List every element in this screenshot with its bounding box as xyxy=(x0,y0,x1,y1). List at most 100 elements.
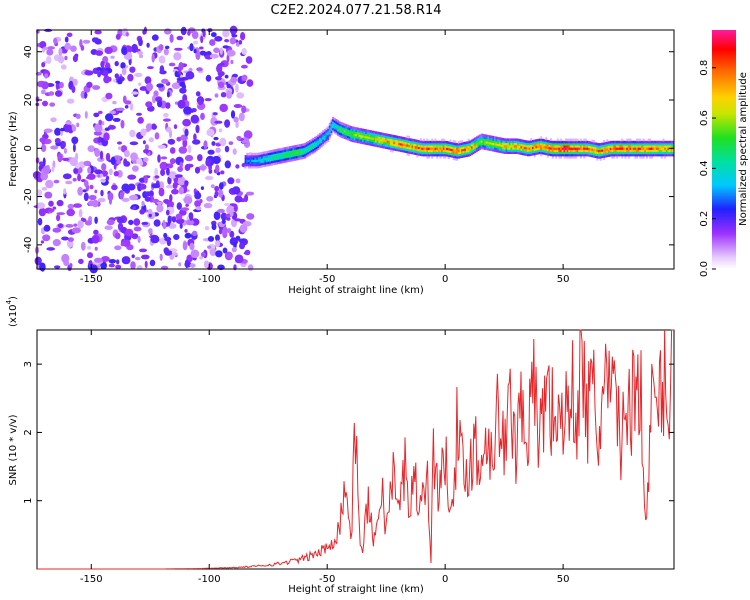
spectrogram-noise-cell xyxy=(64,55,68,61)
spectrogram-ridge-cell xyxy=(632,153,635,157)
spectrogram-ridge-cell xyxy=(525,151,528,154)
spectrogram-ridge-cell xyxy=(560,156,562,159)
spectrogram-noise-cell xyxy=(77,186,84,196)
spectrogram-noise-cell xyxy=(127,73,134,82)
spectrogram-ridge-cell xyxy=(645,147,648,150)
spectrogram-ridge-cell xyxy=(335,123,338,126)
spectrogram-ridge-cell xyxy=(441,138,444,142)
spectrogram-ridge-cell xyxy=(505,151,508,154)
spectrogram-ridge-cell xyxy=(482,142,485,146)
spectrogram-ridge-cell xyxy=(624,151,627,155)
spectrogram-ridge-cell xyxy=(292,156,295,159)
spectrogram-ridge-cell xyxy=(363,137,366,141)
spectrogram-ridge-cell xyxy=(441,140,444,144)
spectrogram-noise-cell xyxy=(120,242,126,247)
colorbar-ticks: 0.00.20.40.60.8 xyxy=(699,60,716,277)
spectrogram-ridge-cell xyxy=(589,150,592,153)
spectrogram-ridge-cell xyxy=(543,141,546,144)
spectrogram-ridge-cell xyxy=(317,138,320,142)
spectrogram-noise-cell xyxy=(87,145,95,153)
spectrogram-ridge-cell xyxy=(266,161,269,165)
spectrogram-ridge-cell xyxy=(361,137,364,140)
x-tick-label: -50 xyxy=(319,574,335,585)
spectrogram-ridge-cell xyxy=(252,157,255,160)
spectrogram-ridge-cell xyxy=(565,147,567,150)
spectrogram-noise-cell xyxy=(159,65,165,74)
spectrogram-ridge-cell xyxy=(375,133,378,136)
spectrogram-ridge-cell xyxy=(563,142,566,146)
spectrogram-ridge-cell xyxy=(295,147,298,150)
spectrogram-ridge-cell xyxy=(598,143,600,146)
spectrogram-noise-cell xyxy=(95,50,103,56)
spectrogram-noise-cell xyxy=(222,45,230,49)
spectrogram-ridge-cell xyxy=(385,142,387,145)
spectrogram-ridge-cell xyxy=(289,150,292,154)
spectrogram-ridge-cell xyxy=(251,155,254,158)
spectrogram-ridge-cell xyxy=(436,142,439,146)
spectrogram-noise-cell xyxy=(67,203,74,210)
spectrogram-noise-cell xyxy=(210,32,217,38)
spectrogram-ridge-cell xyxy=(305,141,308,145)
spectrogram-ridge-cell xyxy=(297,151,300,154)
spectrogram-ridge-cell xyxy=(361,128,364,132)
spectrogram-ridge-cell xyxy=(393,139,396,142)
spectrogram-ridge-cell xyxy=(330,119,333,123)
spectrogram-ridge-cell xyxy=(389,149,392,153)
spectrogram-ridge-cell xyxy=(437,142,440,146)
spectrogram-noise-cell xyxy=(94,148,100,157)
spectrogram-noise-cell xyxy=(72,78,78,86)
spectrogram-ridge-cell xyxy=(664,151,667,155)
spectrogram-ridge-cell xyxy=(385,135,387,139)
spectrogram-ridge-cell xyxy=(502,151,505,154)
spectrogram-ridge-cell xyxy=(302,143,305,146)
spectrogram-noise-cell xyxy=(48,208,55,213)
spectrogram-ridge-cell xyxy=(452,148,455,152)
spectrogram-ridge-cell xyxy=(376,135,379,139)
spectrogram-noise-cell xyxy=(139,87,145,91)
spectrogram-ridge-cell xyxy=(512,144,515,148)
spectrogram-ridge-cell xyxy=(528,140,531,144)
spectrogram-ridge-cell xyxy=(323,135,326,139)
spectrogram-ridge-cell xyxy=(347,129,349,132)
spectrogram-ridge-cell xyxy=(584,145,587,148)
spectrogram-ridge-cell xyxy=(389,145,392,148)
spectrogram-ridge-cell xyxy=(523,153,526,156)
spectrogram-ridge-cell xyxy=(464,146,467,149)
spectrogram-ridge-cell xyxy=(588,147,591,151)
spectrogram-ridge-cell xyxy=(503,151,506,154)
spectrogram-ridge-cell xyxy=(279,150,282,153)
spectrogram-ridge-cell xyxy=(664,153,667,157)
spectrogram-ridge-cell xyxy=(528,142,531,146)
spectrogram-ridge-cell xyxy=(338,130,341,133)
spectrogram-ridge-cell xyxy=(304,145,307,148)
spectrogram-ridge-cell xyxy=(259,156,262,160)
spectrogram-ridge-cell xyxy=(295,157,298,161)
spectrogram-ridge-cell xyxy=(541,138,544,142)
spectrogram-ridge-cell xyxy=(328,131,331,135)
spectrogram-ridge-cell xyxy=(479,140,482,144)
spectrogram-ridge-cell xyxy=(655,153,658,157)
spectrogram-ridge-cell xyxy=(345,128,348,131)
spectrogram-noise-cell xyxy=(244,249,251,256)
spectrogram-ridge-cell xyxy=(299,144,302,147)
spectrogram-ridge-cell xyxy=(583,145,586,148)
spectrogram-ridge-cell xyxy=(593,142,596,145)
spectrogram-ridge-cell xyxy=(421,145,424,148)
spectrogram-ridge-cell xyxy=(416,150,419,154)
spectrogram-noise-cell xyxy=(218,128,223,133)
spectrogram-ridge-cell xyxy=(541,143,544,146)
spectrogram-ridge-cell xyxy=(563,147,566,150)
spectrogram-ridge-cell xyxy=(247,163,250,167)
spectrogram-ridge-cell xyxy=(612,145,615,148)
spectrogram-ridge-cell xyxy=(287,155,290,158)
spectrogram-ridge-cell xyxy=(317,134,320,137)
spectrogram-ridge-cell xyxy=(482,136,485,139)
spectrogram-ridge-cell xyxy=(593,150,596,154)
spectrogram-ridge-cell xyxy=(408,144,411,148)
spectrogram-ridge-cell xyxy=(591,148,594,151)
snr-y-label: SNR (10 * v/v) xyxy=(8,414,19,485)
spectrogram-ridge-cell xyxy=(345,132,348,136)
spectrogram-ridge-cell xyxy=(467,147,470,151)
spectrogram-ridge-cell xyxy=(340,124,343,127)
spectrogram-ridge-cell xyxy=(352,135,354,138)
